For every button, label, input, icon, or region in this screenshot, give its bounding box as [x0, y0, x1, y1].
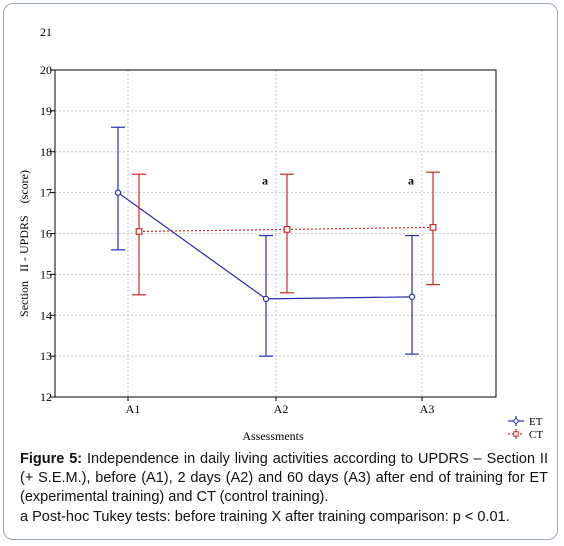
x-tick-label: A2 — [274, 402, 289, 416]
y-axis-label: Section II - UPDRS (score) — [17, 170, 31, 317]
series-ct — [132, 171, 440, 296]
x-axis: A1 A2 A3 — [126, 397, 435, 416]
figure-frame — [3, 3, 558, 540]
y-tick-label-extra: 21 — [40, 25, 52, 39]
data-point — [283, 226, 291, 233]
y-tick-label: 14 — [40, 308, 52, 322]
legend-label: ET — [529, 416, 543, 428]
x-tick-label: A1 — [126, 402, 141, 416]
legend-label: CT — [529, 429, 543, 441]
annotation-label: a — [408, 173, 414, 187]
legend-item-et: ET — [508, 416, 543, 428]
y-tick-label: 15 — [40, 267, 52, 281]
legend-item-ct: CT — [508, 429, 543, 441]
data-point — [429, 223, 437, 231]
series-et — [111, 126, 419, 357]
gridlines — [55, 70, 496, 397]
figure-note: a Post-hoc Tukey tests: before training … — [20, 509, 510, 525]
data-point — [135, 228, 143, 235]
x-tick-label: A3 — [420, 402, 435, 416]
y-tick-label: 12 — [40, 390, 52, 404]
y-tick-label: 18 — [40, 145, 52, 159]
y-tick-label: 20 — [40, 63, 52, 77]
series-layer — [111, 126, 440, 357]
series-line — [117, 192, 413, 300]
y-axis: 12 13 14 15 16 17 18 19 20 — [40, 63, 55, 404]
y-tick-label: 13 — [40, 349, 52, 363]
y-tick-label: 17 — [40, 186, 52, 200]
y-tick-label: 19 — [40, 104, 52, 118]
data-point — [408, 293, 416, 301]
annotation-label: a — [262, 173, 268, 187]
legend-marker — [513, 418, 519, 424]
legend-marker — [513, 431, 519, 437]
figure-label: Figure 5: — [20, 451, 83, 467]
data-point — [262, 295, 270, 303]
figure-text: Independence in daily living activities … — [20, 451, 548, 505]
y-tick-label: 16 — [40, 227, 52, 241]
data-point — [114, 189, 122, 196]
figure-caption: Figure 5: Independence in daily living a… — [20, 450, 548, 527]
x-axis-label: Assessments — [242, 429, 304, 443]
